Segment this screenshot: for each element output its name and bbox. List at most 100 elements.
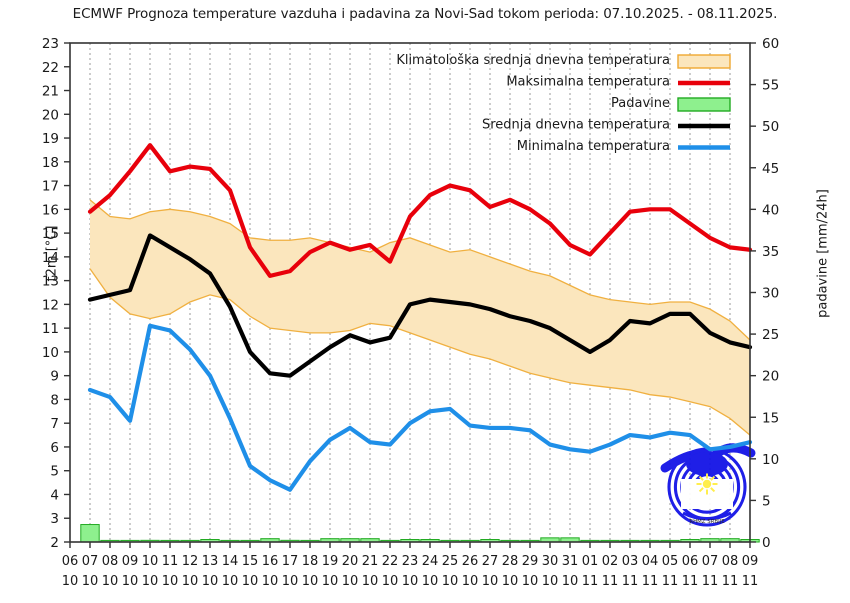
x-tick-label-day: 18 [302, 554, 319, 569]
x-tick-label-month: 10 [502, 574, 519, 589]
y-tick-label-left: 19 [42, 131, 59, 147]
x-tick-label-month: 10 [142, 574, 159, 589]
x-tick-label-month: 11 [582, 574, 599, 589]
x-tick-label-month: 10 [222, 574, 239, 589]
legend-label: Maksimalna temperatura [506, 75, 670, 90]
logo-cloud [686, 452, 728, 476]
logo-arc [682, 511, 732, 521]
legend-label: Klimatološka srednja dnevna temperatura [396, 53, 670, 68]
x-tick-label-month: 10 [202, 574, 219, 589]
x-tick-label-day: 08 [102, 554, 119, 569]
x-tick-label-day: 06 [682, 554, 699, 569]
y-tick-label-left: 10 [42, 345, 59, 361]
x-tick-label-day: 15 [242, 554, 259, 569]
x-tick-label-month: 11 [742, 574, 759, 589]
x-tick-label-day: 29 [522, 554, 539, 569]
y-tick-label-left: 6 [50, 440, 59, 456]
x-tick-label-month: 10 [482, 574, 499, 589]
x-tick-label-month: 10 [162, 574, 179, 589]
x-tick-label-day: 01 [582, 554, 599, 569]
y-tick-label-left: 14 [42, 250, 59, 266]
x-axis: 0610071008100910101011101210131014101510… [62, 542, 759, 589]
y-tick-label-right: 0 [762, 535, 771, 551]
x-tick-label-day: 27 [482, 554, 499, 569]
y-tick-label-right: 50 [762, 119, 779, 135]
climatology-band-edge [89, 268, 751, 436]
x-tick-label-month: 10 [362, 574, 379, 589]
y-tick-label-right: 15 [762, 410, 779, 426]
y-tick-label-left: 21 [42, 84, 59, 100]
gridlines [89, 43, 731, 542]
legend-label: Padavine [611, 96, 670, 111]
series-line [87, 233, 753, 378]
y-tick-label-left: 20 [42, 107, 59, 123]
x-tick-label-month: 10 [122, 574, 139, 589]
y-tick-label-left: 18 [42, 155, 59, 171]
x-tick-label-month: 10 [262, 574, 279, 589]
y-tick-label-left: 12 [42, 297, 59, 313]
x-tick-label-month: 11 [702, 574, 719, 589]
x-tick-label-day: 22 [382, 554, 399, 569]
y-tick-label-left: 15 [42, 226, 59, 242]
y-tick-label-right: 20 [762, 369, 779, 385]
legend-swatch-box [677, 97, 731, 112]
x-tick-label-month: 10 [402, 574, 419, 589]
precipitation-bar [80, 524, 100, 543]
x-tick-label-month: 10 [102, 574, 119, 589]
x-tick-label-month: 11 [642, 574, 659, 589]
x-tick-label-day: 20 [342, 554, 359, 569]
x-tick-label-day: 30 [542, 554, 559, 569]
x-tick-label-day: 09 [122, 554, 139, 569]
x-tick-label-day: 03 [622, 554, 639, 569]
y-tick-label-left: 7 [50, 416, 59, 432]
x-tick-label-day: 24 [422, 554, 439, 569]
x-tick-label-month: 10 [422, 574, 439, 589]
x-tick-label-day: 07 [702, 554, 719, 569]
logo-sun-icon [696, 473, 718, 495]
x-tick-label-day: 19 [322, 554, 339, 569]
y-tick-label-left: 3 [50, 511, 59, 527]
y-tick-label-right: 10 [762, 452, 779, 468]
x-tick-label-day: 05 [662, 554, 679, 569]
x-tick-label-month: 10 [442, 574, 459, 589]
x-tick-label-day: 21 [362, 554, 379, 569]
y-tick-label-right: 25 [762, 327, 779, 343]
x-tick-label-month: 10 [62, 574, 79, 589]
x-tick-label-month: 10 [462, 574, 479, 589]
y-tick-label-left: 5 [50, 464, 59, 480]
y-tick-label-right: 55 [762, 78, 779, 94]
y-tick-label-left: 23 [42, 36, 59, 52]
y-tick-label-right: 40 [762, 202, 779, 218]
logo-text: RHMZ SRBIJE [689, 519, 725, 525]
climatology-band-edge [89, 199, 751, 341]
x-tick-label-day: 25 [442, 554, 459, 569]
x-tick-label-day: 08 [722, 554, 739, 569]
y-tick-label-right: 60 [762, 36, 779, 52]
x-tick-label-day: 31 [562, 554, 579, 569]
x-tick-label-day: 11 [162, 554, 179, 569]
x-tick-label-month: 11 [602, 574, 619, 589]
x-tick-label-month: 10 [242, 574, 259, 589]
x-tick-label-month: 10 [542, 574, 559, 589]
x-tick-label-day: 16 [262, 554, 279, 569]
x-tick-label-month: 10 [302, 574, 319, 589]
y-tick-label-left: 8 [50, 392, 59, 408]
x-tick-label-day: 10 [142, 554, 159, 569]
x-tick-label-month: 10 [522, 574, 539, 589]
x-tick-label-day: 26 [462, 554, 479, 569]
chart-title: ECMWF Prognoza temperature vazduha i pad… [72, 6, 778, 22]
x-tick-label-day: 09 [742, 554, 759, 569]
x-tick-label-day: 02 [602, 554, 619, 569]
rhmz-logo: RHMZ SRBIJE [660, 443, 756, 527]
legend-label: Minimalna temperatura [517, 139, 670, 154]
y-tick-label-right: 45 [762, 161, 779, 177]
x-tick-label-day: 14 [222, 554, 239, 569]
legend-label: Srednja dnevna temperatura [482, 118, 670, 133]
x-tick-label-day: 06 [62, 554, 79, 569]
x-tick-label-month: 10 [182, 574, 199, 589]
x-tick-label-day: 28 [502, 554, 519, 569]
y-tick-label-right: 30 [762, 286, 779, 302]
x-tick-label-month: 10 [82, 574, 99, 589]
x-tick-label-day: 04 [642, 554, 659, 569]
